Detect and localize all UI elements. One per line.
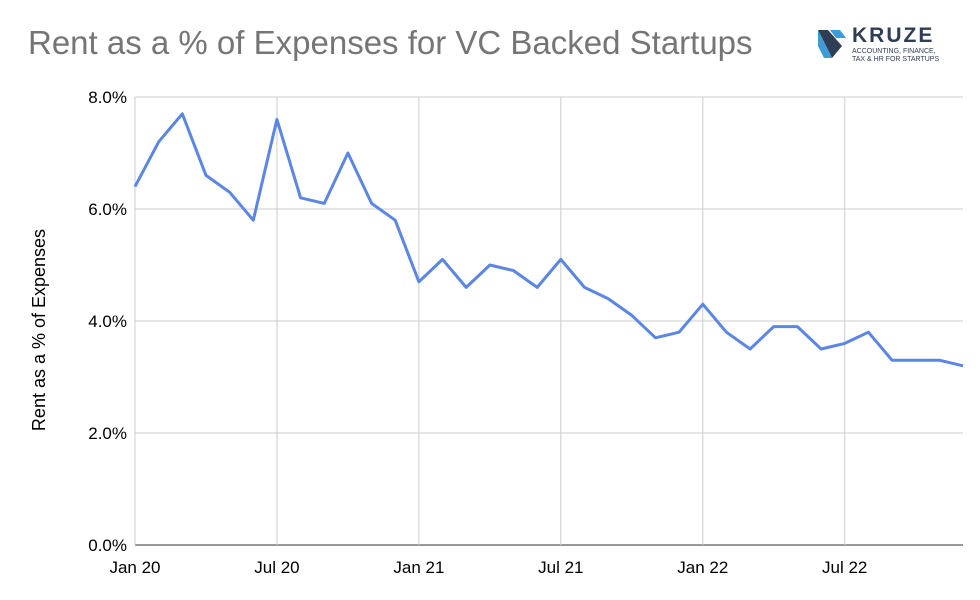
chart-title: Rent as a % of Expenses for VC Backed St…: [28, 24, 753, 61]
y-tick-labels: 0.0% 2.0% 4.0% 6.0% 8.0%: [88, 88, 127, 555]
x-tick-label: Jul 22: [822, 558, 867, 577]
logo-tagline-line-1: ACCOUNTING, FINANCE,: [852, 48, 936, 55]
y-tick-label: 4.0%: [88, 312, 127, 331]
x-tick-label: Jan 20: [109, 558, 160, 577]
y-tick-label: 6.0%: [88, 200, 127, 219]
y-tick-label: 2.0%: [88, 424, 127, 443]
kruze-chevron-icon: [818, 30, 846, 58]
series-line: [133, 112, 964, 368]
grid-lines: [134, 96, 963, 546]
x-tick-label: Jan 21: [393, 558, 444, 577]
x-tick-label: Jul 20: [254, 558, 299, 577]
logo-name: KRUZE: [852, 24, 935, 47]
x-tick-label: Jan 22: [677, 558, 728, 577]
logo-tagline: ACCOUNTING, FINANCE, TAX & HR FOR STARTU…: [852, 48, 962, 64]
y-tick-label: 0.0%: [88, 536, 127, 555]
x-tick-label: Jul 21: [538, 558, 583, 577]
kruze-logo: KRUZE ACCOUNTING, FINANCE, TAX & HR FOR …: [816, 24, 966, 68]
series-layer: [133, 112, 964, 368]
x-tick-labels: Jan 20 Jul 20 Jan 21 Jul 21 Jan 22 Jul 22: [109, 558, 867, 577]
y-tick-label: 8.0%: [88, 88, 127, 107]
logo-tagline-line-2: TAX & HR FOR STARTUPS: [852, 56, 940, 63]
y-axis-label: Rent as a % of Expenses: [29, 229, 49, 431]
